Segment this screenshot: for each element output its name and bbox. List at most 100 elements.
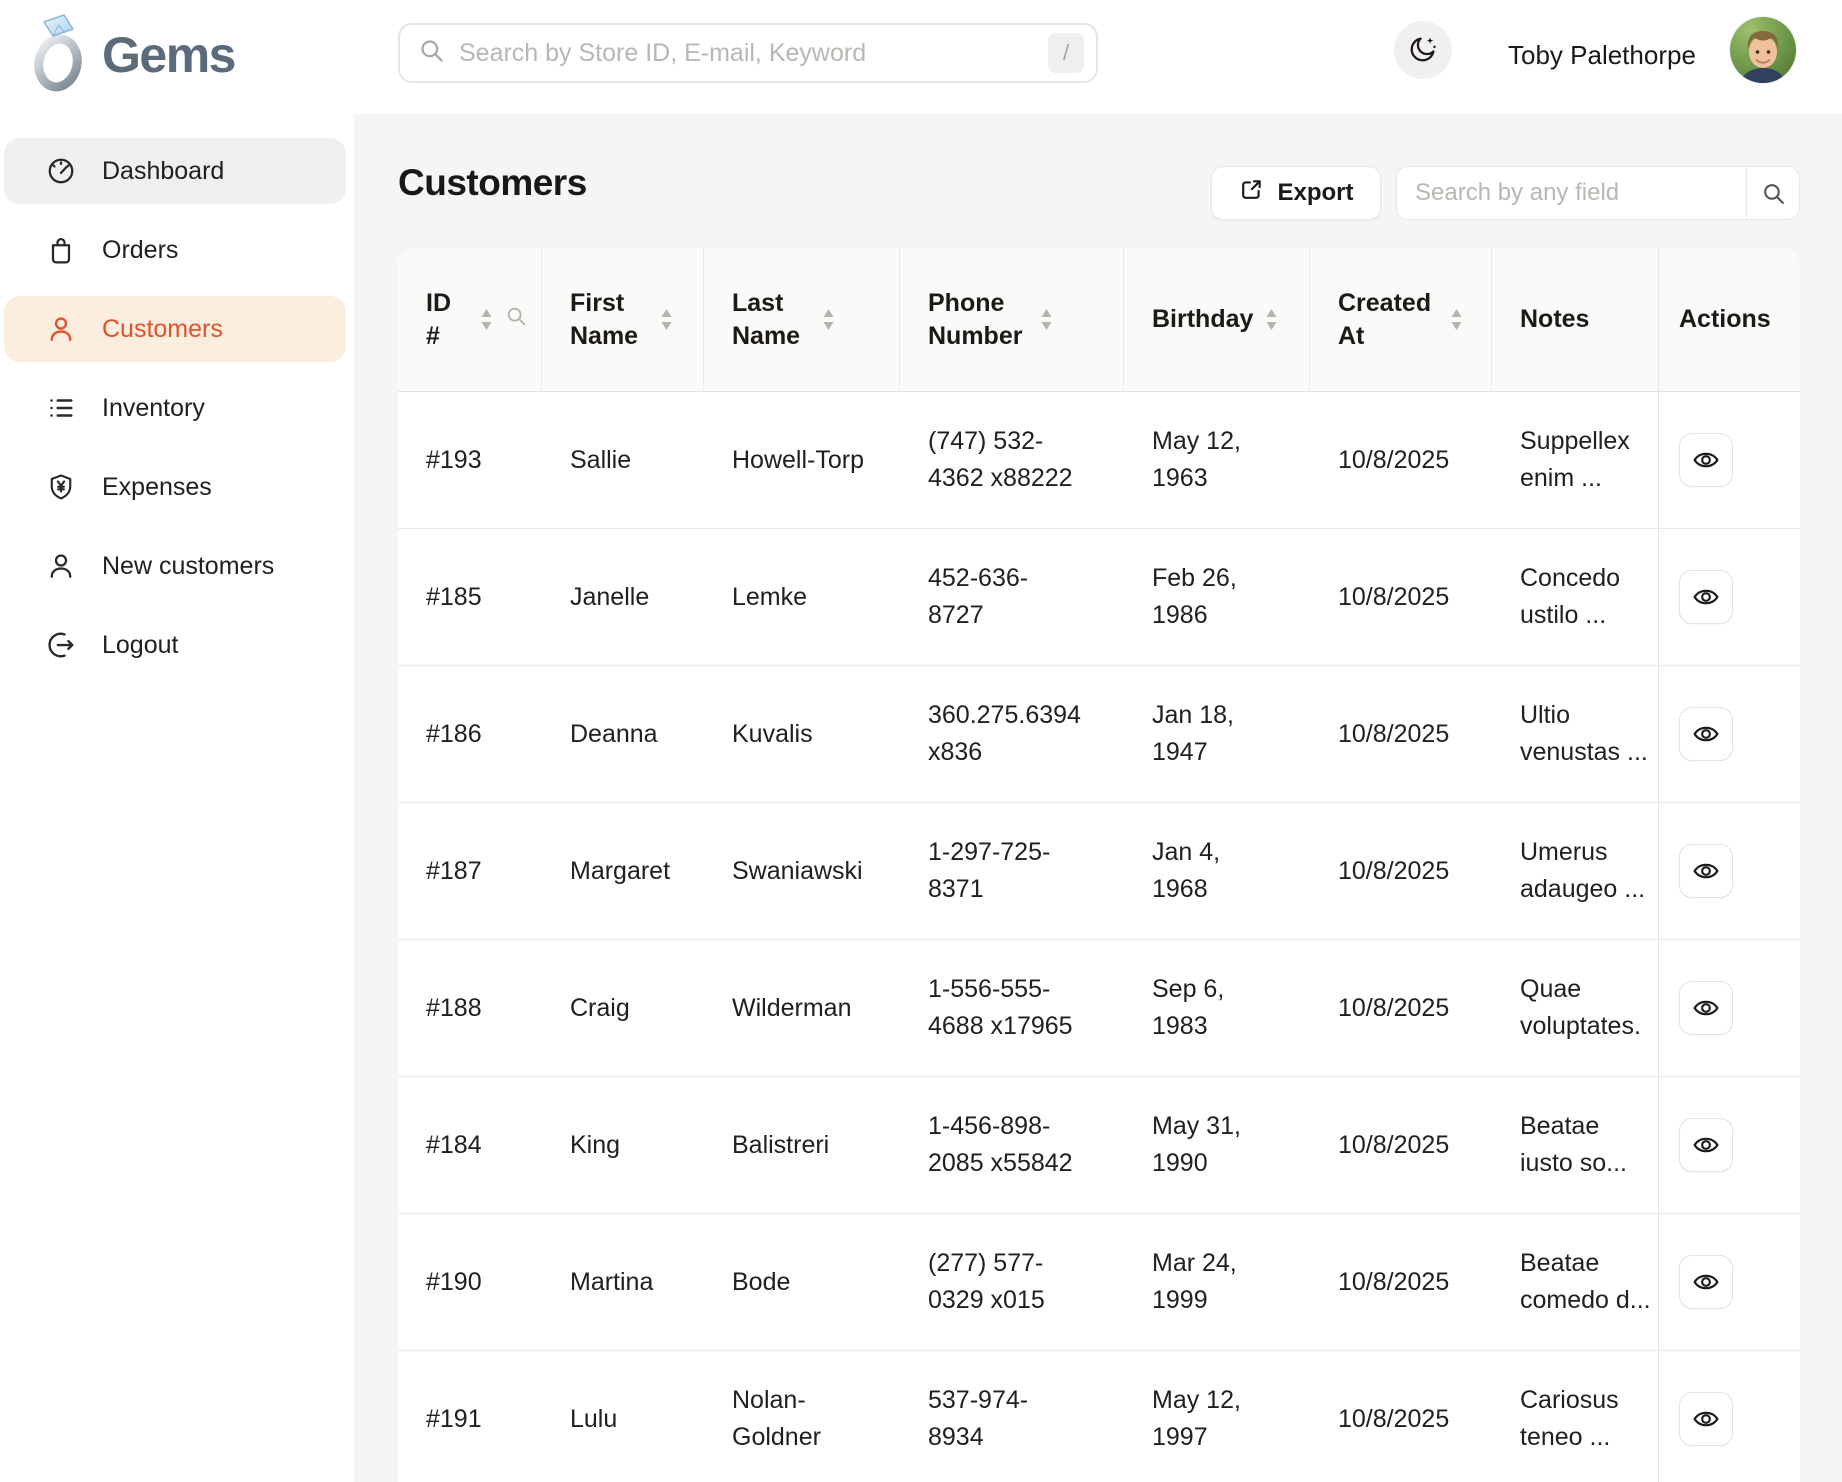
view-customer-button[interactable] bbox=[1679, 433, 1733, 487]
cell-first-name: Margaret bbox=[542, 803, 704, 939]
search-icon bbox=[1761, 181, 1786, 206]
column-header-phone[interactable]: Phone Number bbox=[900, 248, 1124, 391]
sidebar-item-expenses[interactable]: Expenses bbox=[4, 454, 346, 520]
cell-phone: 537-974-8934 bbox=[900, 1351, 1124, 1482]
table-row: #193 Sallie Howell-Torp (747) 532-4362 x… bbox=[398, 392, 1800, 529]
sidebar-item-label: Dashboard bbox=[102, 157, 224, 186]
cell-created-at: 10/8/2025 bbox=[1310, 1214, 1492, 1350]
view-customer-button[interactable] bbox=[1679, 1392, 1733, 1446]
column-header-first-name[interactable]: First Name bbox=[542, 248, 704, 391]
cell-notes: Beatae comedo d... bbox=[1492, 1214, 1658, 1350]
cell-notes: Umerus adaugeo ... bbox=[1492, 803, 1658, 939]
sidebar-item-label: Inventory bbox=[102, 394, 205, 423]
cell-id: #190 bbox=[398, 1214, 542, 1350]
global-search: / bbox=[398, 23, 1098, 83]
eye-icon bbox=[1692, 446, 1720, 474]
cell-phone: 360.275.6394 x836 bbox=[900, 666, 1124, 802]
view-customer-button[interactable] bbox=[1679, 570, 1733, 624]
cell-birthday: May 12, 1963 bbox=[1124, 392, 1310, 528]
cell-created-at: 10/8/2025 bbox=[1310, 1077, 1492, 1213]
global-search-input[interactable] bbox=[459, 39, 1034, 68]
cell-id: #185 bbox=[398, 529, 542, 665]
table-row: #184 King Balistreri 1-456-898-2085 x558… bbox=[398, 1077, 1800, 1214]
view-customer-button[interactable] bbox=[1679, 1118, 1733, 1172]
table-search bbox=[1396, 166, 1800, 220]
cell-notes: Quae voluptates. bbox=[1492, 940, 1658, 1076]
sidebar-item-orders[interactable]: Orders bbox=[4, 217, 346, 283]
eye-icon bbox=[1692, 720, 1720, 748]
main-content: Customers Export ID # bbox=[354, 114, 1842, 1482]
cell-phone: 1-556-555-4688 x17965 bbox=[900, 940, 1124, 1076]
cell-first-name: Martina bbox=[542, 1214, 704, 1350]
view-customer-button[interactable] bbox=[1679, 844, 1733, 898]
table-search-input[interactable] bbox=[1397, 179, 1746, 207]
sidebar-item-inventory[interactable]: Inventory bbox=[4, 375, 346, 441]
table-row: #190 Martina Bode (277) 577-0329 x015 Ma… bbox=[398, 1214, 1800, 1351]
sort-icon[interactable] bbox=[480, 308, 493, 331]
sidebar-item-logout[interactable]: Logout bbox=[4, 612, 346, 678]
column-header-created-at[interactable]: Created At bbox=[1310, 248, 1492, 391]
column-header-id[interactable]: ID # bbox=[398, 248, 542, 391]
theme-toggle-button[interactable] bbox=[1394, 21, 1452, 79]
sort-icon[interactable] bbox=[1265, 308, 1278, 331]
cell-created-at: 10/8/2025 bbox=[1310, 529, 1492, 665]
export-button[interactable]: Export bbox=[1211, 166, 1381, 220]
search-icon bbox=[418, 37, 445, 69]
cell-created-at: 10/8/2025 bbox=[1310, 1351, 1492, 1482]
cell-actions bbox=[1658, 1214, 1800, 1350]
user-icon bbox=[46, 314, 76, 344]
column-header-actions: Actions bbox=[1658, 248, 1800, 391]
cell-phone: 1-456-898-2085 x55842 bbox=[900, 1077, 1124, 1213]
sidebar-item-label: Expenses bbox=[102, 473, 212, 502]
user-name[interactable]: Toby Palethorpe bbox=[1508, 0, 1696, 110]
export-icon bbox=[1238, 177, 1264, 210]
sort-icon[interactable] bbox=[822, 308, 835, 331]
moon-icon bbox=[1407, 33, 1439, 68]
sidebar: Dashboard Orders Customers Inventory bbox=[0, 114, 354, 1482]
view-customer-button[interactable] bbox=[1679, 1255, 1733, 1309]
view-customer-button[interactable] bbox=[1679, 707, 1733, 761]
cell-actions bbox=[1658, 392, 1800, 528]
table-search-button[interactable] bbox=[1747, 181, 1799, 206]
cell-id: #186 bbox=[398, 666, 542, 802]
cell-created-at: 10/8/2025 bbox=[1310, 666, 1492, 802]
cell-birthday: Feb 26, 1986 bbox=[1124, 529, 1310, 665]
gauge-icon bbox=[46, 156, 76, 186]
cell-actions bbox=[1658, 803, 1800, 939]
sidebar-item-customers[interactable]: Customers bbox=[4, 296, 346, 362]
eye-icon bbox=[1692, 583, 1720, 611]
cell-notes: Concedo ustilo ... bbox=[1492, 529, 1658, 665]
sort-icon[interactable] bbox=[660, 308, 673, 331]
sidebar-item-dashboard[interactable]: Dashboard bbox=[4, 138, 346, 204]
sort-icon[interactable] bbox=[1040, 308, 1053, 331]
cell-last-name: Howell-Torp bbox=[704, 392, 900, 528]
user-avatar[interactable] bbox=[1730, 17, 1796, 83]
view-customer-button[interactable] bbox=[1679, 981, 1733, 1035]
user-icon bbox=[46, 551, 76, 581]
customers-table: ID # First Name Last Na bbox=[398, 248, 1800, 1482]
cell-birthday: May 12, 1997 bbox=[1124, 1351, 1310, 1482]
sort-icon[interactable] bbox=[1450, 308, 1463, 331]
cell-birthday: Sep 6, 1983 bbox=[1124, 940, 1310, 1076]
cell-last-name: Wilderman bbox=[704, 940, 900, 1076]
cell-birthday: Mar 24, 1999 bbox=[1124, 1214, 1310, 1350]
cell-first-name: Janelle bbox=[542, 529, 704, 665]
cell-actions bbox=[1658, 1351, 1800, 1482]
table-row: #186 Deanna Kuvalis 360.275.6394 x836 Ja… bbox=[398, 666, 1800, 803]
cell-actions bbox=[1658, 529, 1800, 665]
cell-last-name: Nolan-Goldner bbox=[704, 1351, 900, 1482]
column-header-last-name[interactable]: Last Name bbox=[704, 248, 900, 391]
cell-last-name: Balistreri bbox=[704, 1077, 900, 1213]
sidebar-item-label: Logout bbox=[102, 631, 178, 660]
table-body: #193 Sallie Howell-Torp (747) 532-4362 x… bbox=[398, 392, 1800, 1482]
column-header-birthday[interactable]: Birthday bbox=[1124, 248, 1310, 391]
cell-first-name: King bbox=[542, 1077, 704, 1213]
cell-first-name: Lulu bbox=[542, 1351, 704, 1482]
sidebar-item-new-customers[interactable]: New customers bbox=[4, 533, 346, 599]
app-logo[interactable]: Gems bbox=[28, 12, 235, 97]
cell-created-at: 10/8/2025 bbox=[1310, 940, 1492, 1076]
keyboard-shortcut-badge: / bbox=[1048, 33, 1084, 73]
cell-id: #191 bbox=[398, 1351, 542, 1482]
column-search-icon[interactable] bbox=[505, 305, 527, 334]
cell-last-name: Swaniawski bbox=[704, 803, 900, 939]
